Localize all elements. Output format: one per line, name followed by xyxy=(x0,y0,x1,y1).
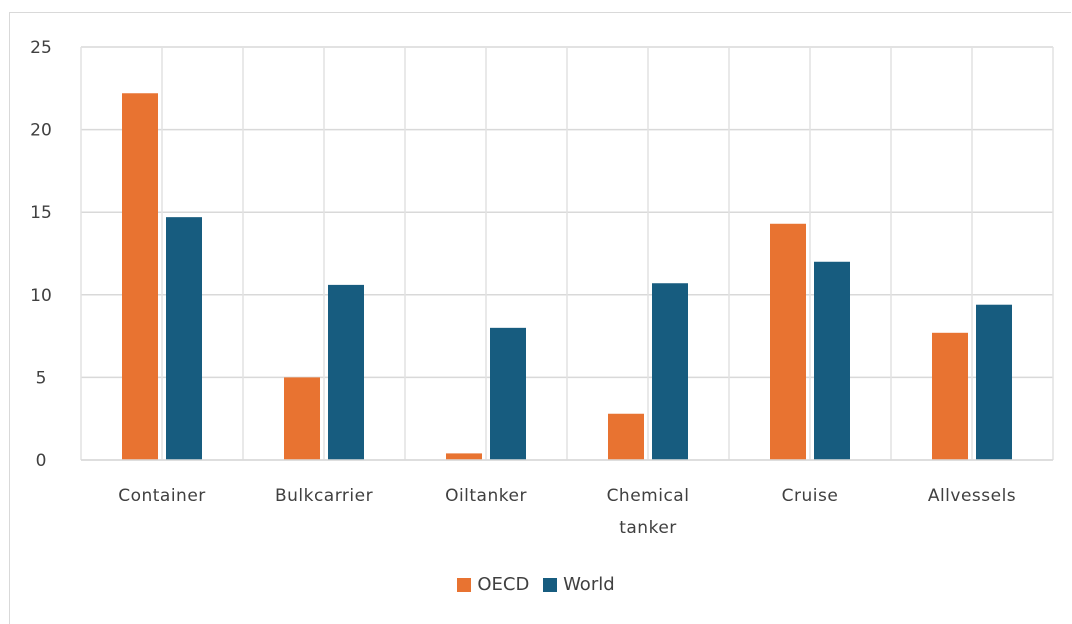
legend-swatch-oecd xyxy=(457,577,472,592)
legend-item-world: World xyxy=(543,574,615,595)
y-tick-label: 20 xyxy=(30,121,52,141)
legend-item-oecd: OECD xyxy=(457,574,529,595)
bar-oecd-2 xyxy=(284,377,320,460)
x-tick-label: Bulkcarrier xyxy=(275,486,373,506)
y-tick-label: 5 xyxy=(36,368,47,388)
chart-frame xyxy=(9,12,1071,624)
x-tick-label: Oiltanker xyxy=(445,486,527,506)
bar-world-3 xyxy=(490,327,526,460)
y-tick-label: 25 xyxy=(30,38,52,58)
bar-chart: 0 5 10 15 20 25 Container Bulkcarrier Oiltanker C… xyxy=(30,38,1054,538)
y-tick-label: 0 xyxy=(36,451,47,471)
bar-oecd-5 xyxy=(770,223,806,460)
x-tick-label: Chemical xyxy=(607,486,690,506)
bar-oecd-1 xyxy=(122,93,158,461)
bar-world-6 xyxy=(976,304,1012,460)
bar-world-4 xyxy=(652,283,688,460)
bar-oecd-6 xyxy=(932,332,968,460)
x-tick-label: Cruise xyxy=(782,486,839,506)
legend-label-oecd: OECD xyxy=(477,574,530,595)
x-tick-label: Container xyxy=(118,486,206,506)
bar-world-1 xyxy=(166,217,202,460)
legend-label-world: World xyxy=(563,574,615,595)
legend-swatch-world xyxy=(543,577,558,592)
bar-oecd-3 xyxy=(446,453,482,460)
bar-world-2 xyxy=(328,284,364,460)
x-tick-label: Allvessels xyxy=(928,486,1016,506)
bar-oecd-4 xyxy=(608,413,644,460)
y-tick-label: 15 xyxy=(30,203,52,223)
y-tick-label: 10 xyxy=(30,286,52,306)
bar-world-5 xyxy=(814,261,850,460)
x-tick-label: tanker xyxy=(619,518,677,538)
chart-legend: OECD World xyxy=(0,574,1072,597)
